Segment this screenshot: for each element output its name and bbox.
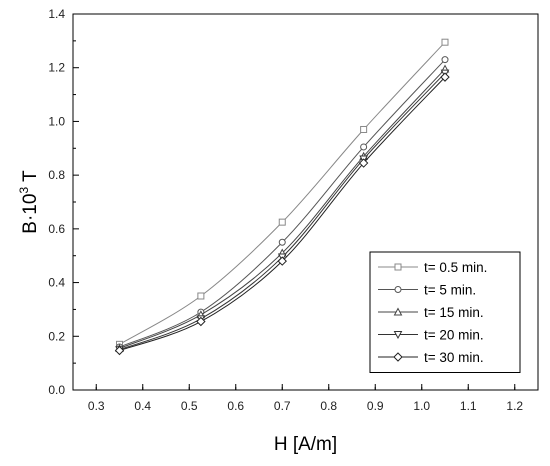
legend-swatch-marker [394,286,402,293]
legend-item: t= 20 min. [378,328,484,343]
y-axis-title-exponent: 3 [17,187,31,194]
y-tick-label: 0.6 [48,222,65,236]
data-point [441,38,449,46]
data-point [441,56,449,64]
y-tick-label: 0.2 [48,329,65,343]
series [114,72,450,356]
x-tick-label: 0.5 [181,399,198,413]
x-tick-labels: 0.3 0.4 0.5 0.6 0.7 0.8 0.9 1.0 1.1 1.2 [88,399,524,413]
legend-swatch-marker [393,331,403,340]
legend-swatch-marker [394,263,402,271]
x-tick-label: 0.6 [227,399,244,413]
legend-label: t= 30 min. [424,350,484,365]
legend-item: t= 5 min. [378,283,476,298]
data-point [278,238,286,246]
x-tick-label: 1.1 [460,399,477,413]
series-layer [114,38,450,356]
legend-swatch-marker [393,352,403,362]
y-tick-label: 0.0 [48,383,65,397]
legend-item: t= 30 min. [378,350,484,365]
y-axis-title-base: B·10 [20,194,41,234]
y-tick-labels: 0.0 0.2 0.4 0.6 0.8 1.0 1.2 1.4 [48,7,65,397]
data-point [358,158,369,168]
x-tick-label: 0.3 [88,399,105,413]
x-tick-label: 0.4 [134,399,151,413]
legend-label: t= 20 min. [424,328,484,343]
series [116,38,449,348]
x-tick-label: 1.0 [413,399,430,413]
plot-frame [72,13,539,391]
x-tick-label: 1.2 [506,399,523,413]
y-axis-title-unit: T [20,170,41,187]
data-point [114,345,125,356]
legend: t= 0.5 min. t= 5 min. t= 15 min. t= 20 min.… [369,251,521,373]
data-point [360,143,368,151]
legend-item: t= 0.5 min. [378,260,487,275]
data-point [277,256,287,266]
data-point [197,292,205,300]
y-tick-label: 0.4 [48,276,65,290]
y-tick-label: 1.0 [48,114,65,128]
x-tick-label: 0.9 [367,399,384,413]
legend-swatch-marker [393,307,403,316]
legend-label: t= 5 min. [424,283,476,298]
legend-label: t= 15 min. [424,305,484,320]
data-point [440,72,450,82]
x-tick-label: 0.7 [274,399,291,413]
legend-item: t= 15 min. [378,305,484,320]
y-axis-title: B·103 T [17,170,41,234]
y-tick-label: 1.2 [48,61,65,75]
legend-label: t= 0.5 min. [424,260,487,275]
y-tick-label: 0.8 [48,168,65,182]
y-tick-label: 1.4 [48,7,65,21]
x-axis-title: H [A/m] [274,434,337,455]
x-tick-label: 0.8 [320,399,337,413]
data-point [278,218,286,226]
data-point [360,125,368,133]
data-point [196,316,206,327]
